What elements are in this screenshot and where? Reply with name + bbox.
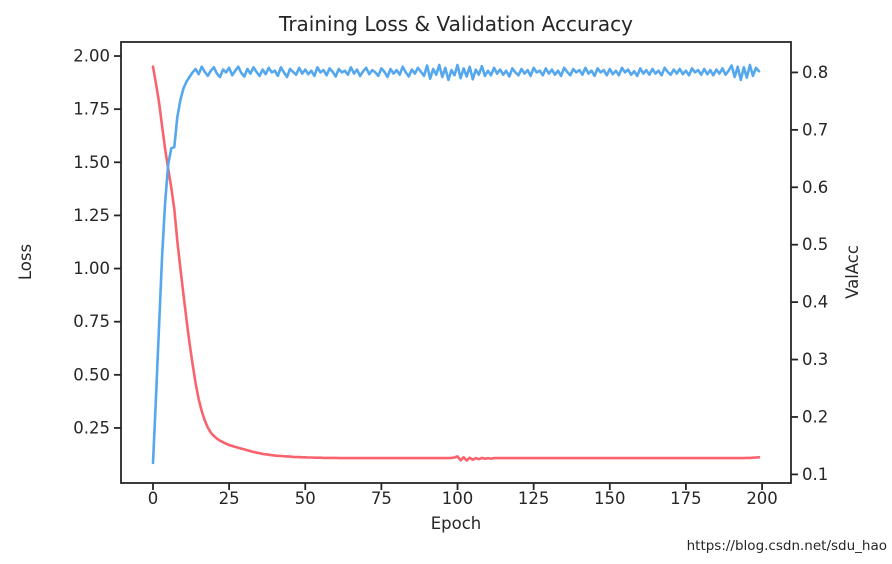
- x-tick-label: 200: [746, 489, 778, 508]
- x-tick-label: 150: [594, 489, 626, 508]
- x-tick-label: 75: [371, 489, 392, 508]
- x-tick-label: 25: [219, 489, 240, 508]
- x-axis-label: Epoch: [431, 514, 482, 533]
- x-tick-label: 50: [295, 489, 316, 508]
- y-left-tick-label: 0.50: [73, 365, 110, 384]
- y-axis-label-left: Loss: [16, 244, 35, 280]
- x-tick-label: 0: [148, 489, 159, 508]
- data-series: [151, 63, 761, 465]
- y-left-tick-label: 1.50: [73, 153, 110, 172]
- x-tick-label: 175: [670, 489, 702, 508]
- y-left-tick-label: 1.00: [73, 259, 110, 278]
- y-left-tick-label: 0.75: [73, 312, 110, 331]
- y-right-tick-label: 0.8: [802, 63, 828, 82]
- y-left-tick-label: 0.25: [73, 418, 110, 437]
- y-right-tick-label: 0.3: [802, 350, 828, 369]
- y-axis-label-right: ValAcc: [843, 245, 862, 299]
- validation-accuracy-line: [151, 63, 761, 465]
- x-tick-label: 100: [442, 489, 474, 508]
- axis-ticks: 0 25 50 75 100 125 150 175 200 0.25 0.50 0.75 1.00 1.…: [73, 47, 828, 508]
- y-right-tick-label: 0.1: [802, 465, 828, 484]
- y-left-tick-label: 2.00: [73, 47, 110, 66]
- y-right-tick-label: 0.5: [802, 235, 828, 254]
- y-right-tick-label: 0.7: [802, 120, 828, 139]
- y-left-tick-label: 1.25: [73, 206, 110, 225]
- y-left-tick-label: 1.75: [73, 100, 110, 119]
- chart-title: Training Loss & Validation Accuracy: [278, 12, 633, 36]
- training-loss-line: [151, 65, 761, 462]
- plot-area: [120, 41, 792, 484]
- y-right-tick-label: 0.6: [802, 178, 828, 197]
- y-right-tick-label: 0.2: [802, 407, 828, 426]
- y-right-tick-label: 0.4: [802, 293, 828, 312]
- watermark: https://blog.csdn.net/sdu_hao: [687, 538, 887, 554]
- x-tick-label: 125: [518, 489, 550, 508]
